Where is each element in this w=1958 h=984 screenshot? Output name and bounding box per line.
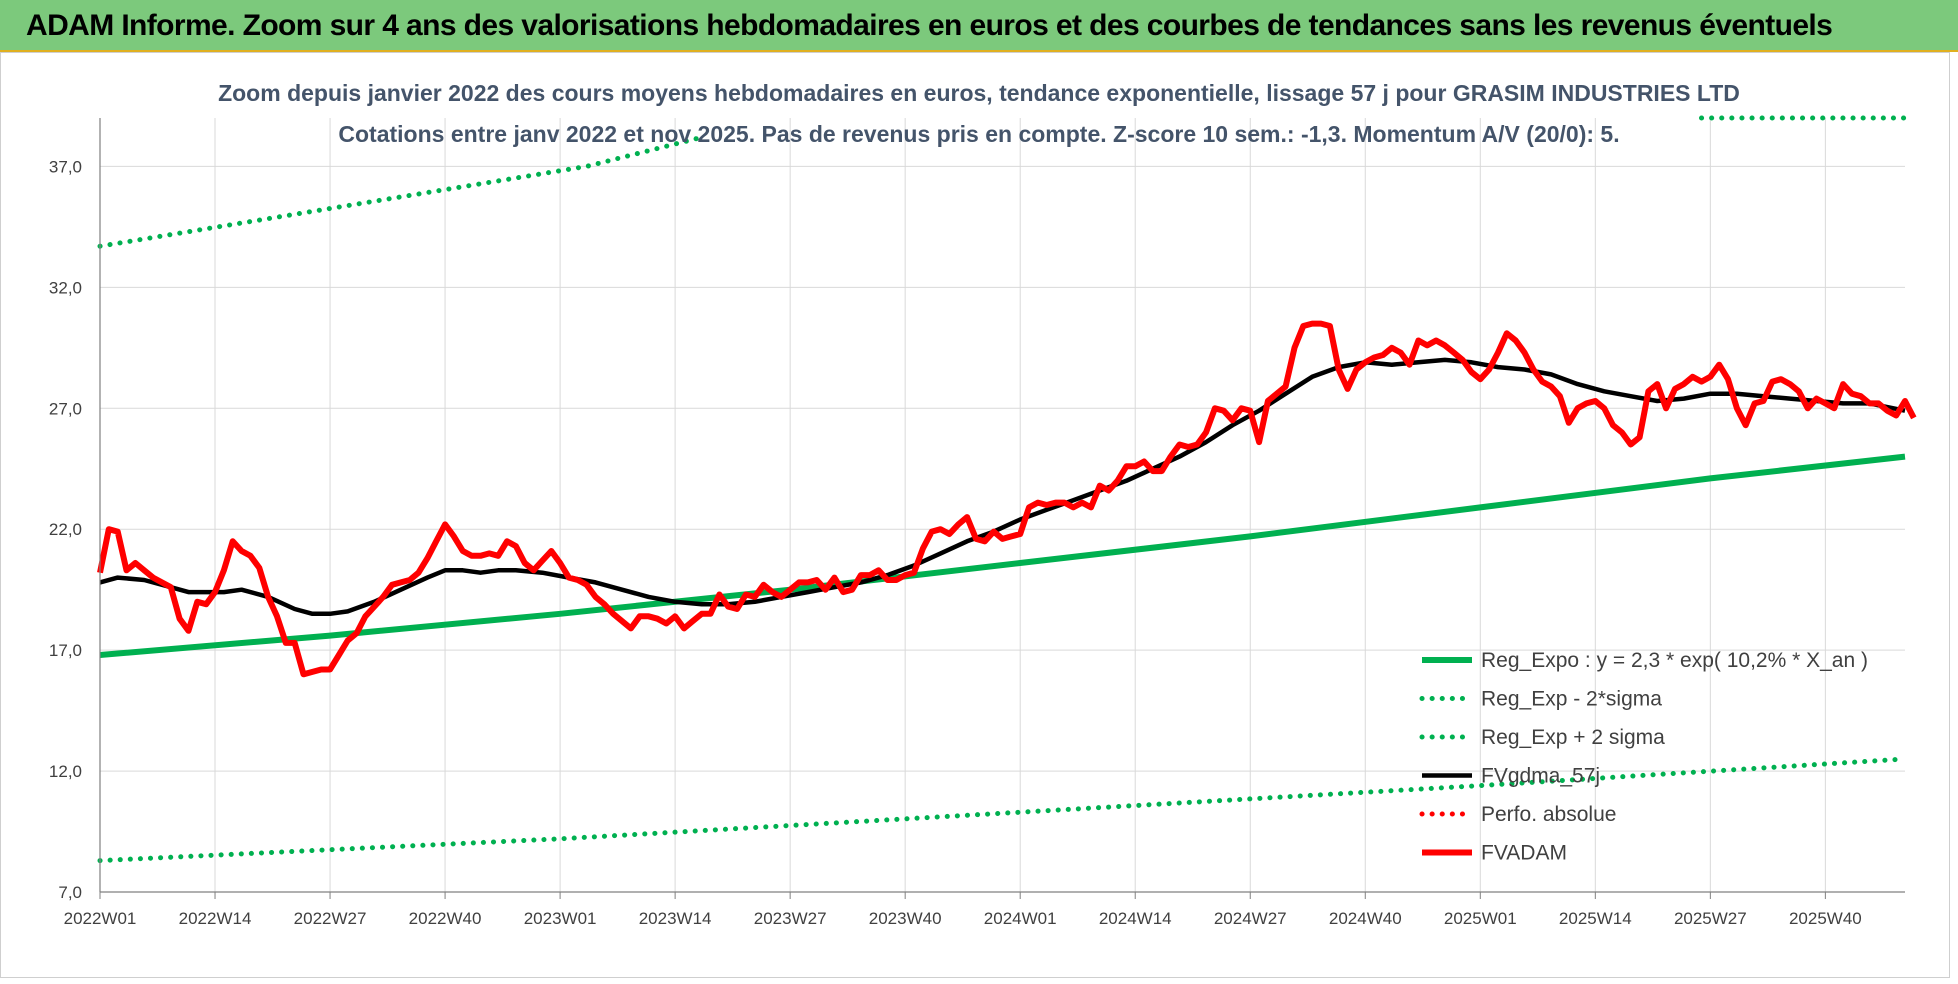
y-tick-label: 27,0 xyxy=(49,399,82,418)
legend-label: Perfo. absolue xyxy=(1481,803,1616,826)
x-tick-label: 2022W01 xyxy=(64,909,137,928)
chart-title: Zoom depuis janvier 2022 des cours moyen… xyxy=(218,80,1740,106)
x-tick-label: 2024W27 xyxy=(1214,909,1287,928)
chart-frame xyxy=(0,52,1950,978)
x-tick-label: 2025W01 xyxy=(1444,909,1517,928)
legend: Reg_Expo : y = 2,3 * exp( 10,2% * X_an )… xyxy=(1419,649,1868,865)
series-layer xyxy=(97,115,1917,864)
x-tick-label: 2025W14 xyxy=(1559,909,1632,928)
x-tick-label: 2025W40 xyxy=(1789,909,1862,928)
legend-label: FVADAM xyxy=(1481,842,1567,865)
x-tick-label: 2024W01 xyxy=(984,909,1057,928)
x-tick-label: 2023W27 xyxy=(754,909,827,928)
series-line-fvadam xyxy=(97,320,1917,678)
y-tick-label: 12,0 xyxy=(49,762,82,781)
x-tick-label: 2025W27 xyxy=(1674,909,1747,928)
page-title: ADAM Informe. Zoom sur 4 ans des valoris… xyxy=(26,9,1833,42)
series-line-reg-exp-2-sigma xyxy=(97,134,705,249)
x-tick-label: 2024W14 xyxy=(1099,909,1172,928)
y-tick-label: 7,0 xyxy=(58,883,82,902)
y-tick-label: 17,0 xyxy=(49,641,82,660)
legend-label: Reg_Exp + 2 sigma xyxy=(1481,726,1665,749)
x-tick-label: 2022W14 xyxy=(179,909,252,928)
legend-label: Reg_Exp - 2*sigma xyxy=(1481,688,1662,711)
legend-label: FVgdma_57j xyxy=(1481,765,1600,788)
series-line-fvgdma-57j xyxy=(99,357,1906,617)
series-line-reg-expo-y-2-3-exp-10-2-x-an xyxy=(99,453,1906,658)
x-tick-label: 2023W14 xyxy=(639,909,712,928)
header-banner: ADAM Informe. Zoom sur 4 ans des valoris… xyxy=(0,0,1958,52)
axes: 7,0 12,0 17,0 22,0 27,0 32,0 37,0 2022W01 2022W1… xyxy=(49,118,1905,928)
y-tick-label: 32,0 xyxy=(49,278,82,297)
x-tick-label: 2022W40 xyxy=(409,909,482,928)
y-tick-label: 22,0 xyxy=(49,520,82,539)
legend-label: Reg_Expo : y = 2,3 * exp( 10,2% * X_an ) xyxy=(1481,649,1868,672)
series-line-reg-exp-2-sigma xyxy=(97,756,1908,864)
x-tick-label: 2022W27 xyxy=(294,909,367,928)
x-tick-label: 2023W40 xyxy=(869,909,942,928)
x-tick-label: 2023W01 xyxy=(524,909,597,928)
chart-subtitle: Cotations entre janv 2022 et nov 2025. P… xyxy=(338,121,1619,147)
x-tick-label: 2024W40 xyxy=(1329,909,1402,928)
y-tick-label: 37,0 xyxy=(49,157,82,176)
